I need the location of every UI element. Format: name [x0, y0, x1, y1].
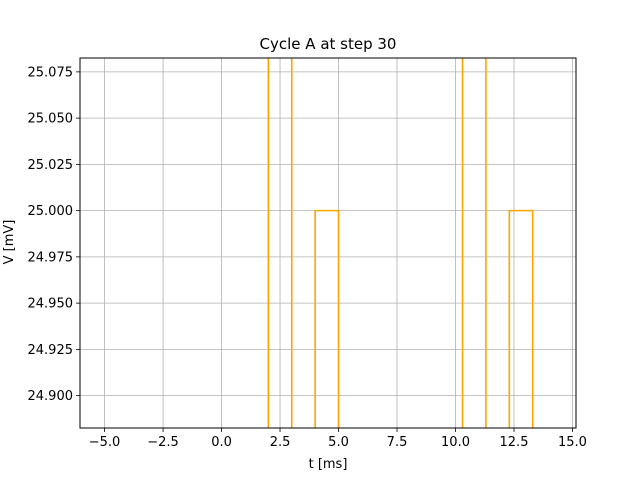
series-line-0: [267, 58, 534, 428]
y-axis-label: V [mV]: [2, 220, 17, 265]
chart-title: Cycle A at step 30: [260, 35, 397, 53]
x-tick-label: 2.5: [270, 435, 291, 450]
x-tick-label: 10.0: [441, 435, 470, 450]
x-tick-label: 0.0: [211, 435, 232, 450]
y-axis: 24.900 24.925 24.950 24.975 25.000 25.025 25.0…: [28, 65, 80, 404]
x-tick-label: 7.5: [387, 435, 408, 450]
y-tick-label: 24.925: [28, 343, 74, 358]
x-tick-label: 15.0: [558, 435, 587, 450]
x-axis: −5.0 −2.5 0.0 2.5 5.0 7.5 10.0 12.5 15.0: [89, 428, 587, 450]
x-axis-label: t [ms]: [309, 457, 348, 472]
y-tick-label: 25.075: [28, 65, 74, 80]
x-tick-label: 12.5: [500, 435, 529, 450]
y-tick-label: 24.950: [28, 297, 74, 312]
y-tick-label: 25.000: [28, 204, 74, 219]
y-tick-label: 24.900: [28, 389, 74, 404]
plot-area: [267, 58, 534, 428]
x-tick-label: 5.0: [328, 435, 349, 450]
x-tick-label: −5.0: [89, 435, 121, 450]
y-tick-label: 25.025: [28, 158, 74, 173]
y-tick-label: 25.050: [28, 112, 74, 127]
x-tick-label: −2.5: [147, 435, 179, 450]
axes-frame: [79, 57, 577, 429]
y-tick-label: 24.975: [28, 250, 74, 265]
